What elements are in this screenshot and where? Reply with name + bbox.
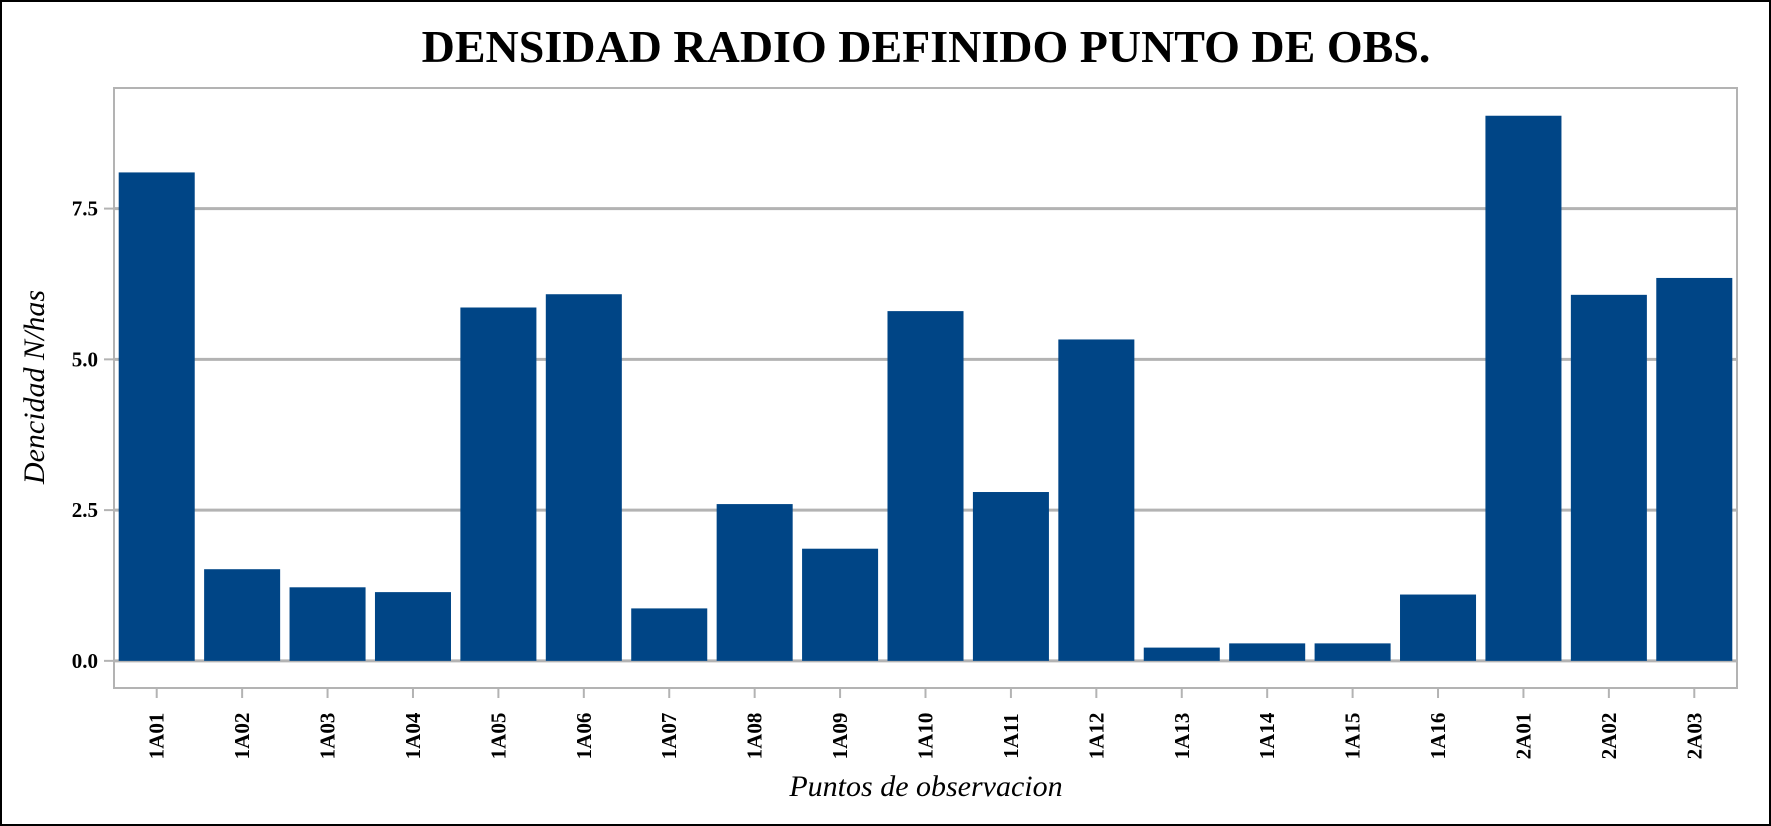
bar-1a05 bbox=[460, 307, 537, 661]
y-tick-label: 7.5 bbox=[72, 197, 98, 221]
y-tick-label: 0.0 bbox=[72, 649, 98, 673]
x-tick-label: 1A11 bbox=[999, 713, 1023, 759]
bar-1a11 bbox=[972, 492, 1049, 661]
x-tick-label: 2A01 bbox=[1511, 713, 1535, 760]
bar-1a10 bbox=[887, 311, 964, 661]
x-tick-label: 1A03 bbox=[316, 713, 340, 760]
bar-1a14 bbox=[1229, 643, 1306, 661]
x-tick-label: 2A02 bbox=[1597, 713, 1621, 760]
y-axis-label: Dencidad N/has bbox=[18, 290, 51, 485]
x-tick-label: 1A14 bbox=[1255, 712, 1279, 759]
x-tick-label: 2A03 bbox=[1682, 713, 1706, 760]
x-tick-label: 1A02 bbox=[230, 713, 254, 760]
bar-1a06 bbox=[545, 294, 622, 661]
bar-1a03 bbox=[289, 587, 366, 661]
bar-1a08 bbox=[716, 504, 793, 661]
x-tick-label: 1A16 bbox=[1426, 713, 1450, 760]
bar-1a12 bbox=[1058, 339, 1135, 661]
bar-1a16 bbox=[1400, 594, 1477, 661]
bar-1a09 bbox=[802, 548, 879, 661]
x-tick-label: 1A06 bbox=[572, 713, 596, 760]
bar-2a01 bbox=[1485, 115, 1562, 661]
chart-title: DENSIDAD RADIO DEFINIDO PUNTO DE OBS. bbox=[422, 21, 1431, 72]
x-tick-label: 1A09 bbox=[828, 713, 852, 760]
y-tick-label: 5.0 bbox=[72, 347, 98, 371]
bar-1a04 bbox=[374, 592, 451, 661]
x-axis: 1A01 1A02 1A03 1A04 1A05 1A06 1A07 1A08 1A09 1A10… bbox=[145, 688, 1706, 760]
bar-1a02 bbox=[204, 569, 281, 661]
bar-1a15 bbox=[1314, 643, 1391, 661]
x-tick-label: 1A01 bbox=[145, 713, 169, 760]
x-tick-label: 1A12 bbox=[1084, 713, 1108, 760]
bar-1a13 bbox=[1143, 647, 1220, 661]
x-tick-label: 1A13 bbox=[1170, 713, 1194, 760]
y-axis: 0.0 2.5 5.0 7.5 bbox=[72, 197, 114, 673]
x-tick-label: 1A04 bbox=[401, 712, 425, 759]
x-axis-label: Puntos de observacion bbox=[788, 770, 1062, 803]
bar-1a01 bbox=[118, 172, 195, 661]
x-tick-label: 1A10 bbox=[914, 713, 938, 760]
bar-1a07 bbox=[631, 608, 708, 661]
bar-2a03 bbox=[1656, 277, 1733, 661]
x-tick-label: 1A07 bbox=[657, 713, 681, 760]
x-tick-label: 1A05 bbox=[486, 713, 510, 760]
bars bbox=[118, 115, 1733, 661]
x-tick-label: 1A15 bbox=[1341, 713, 1365, 760]
y-tick-label: 2.5 bbox=[72, 498, 98, 522]
bar-2a02 bbox=[1570, 294, 1647, 661]
x-tick-label: 1A08 bbox=[743, 713, 767, 760]
